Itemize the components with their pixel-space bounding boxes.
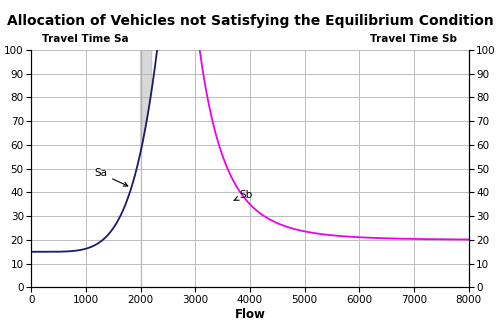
Text: Sa: Sa (94, 168, 128, 186)
Text: Travel Time Sb: Travel Time Sb (370, 34, 458, 44)
Text: Sb: Sb (234, 190, 252, 201)
Text: Travel Time Sa: Travel Time Sa (42, 34, 129, 44)
Title: Allocation of Vehicles not Satisfying the Equilibrium Condition: Allocation of Vehicles not Satisfying th… (6, 14, 494, 28)
X-axis label: Flow: Flow (234, 308, 266, 321)
